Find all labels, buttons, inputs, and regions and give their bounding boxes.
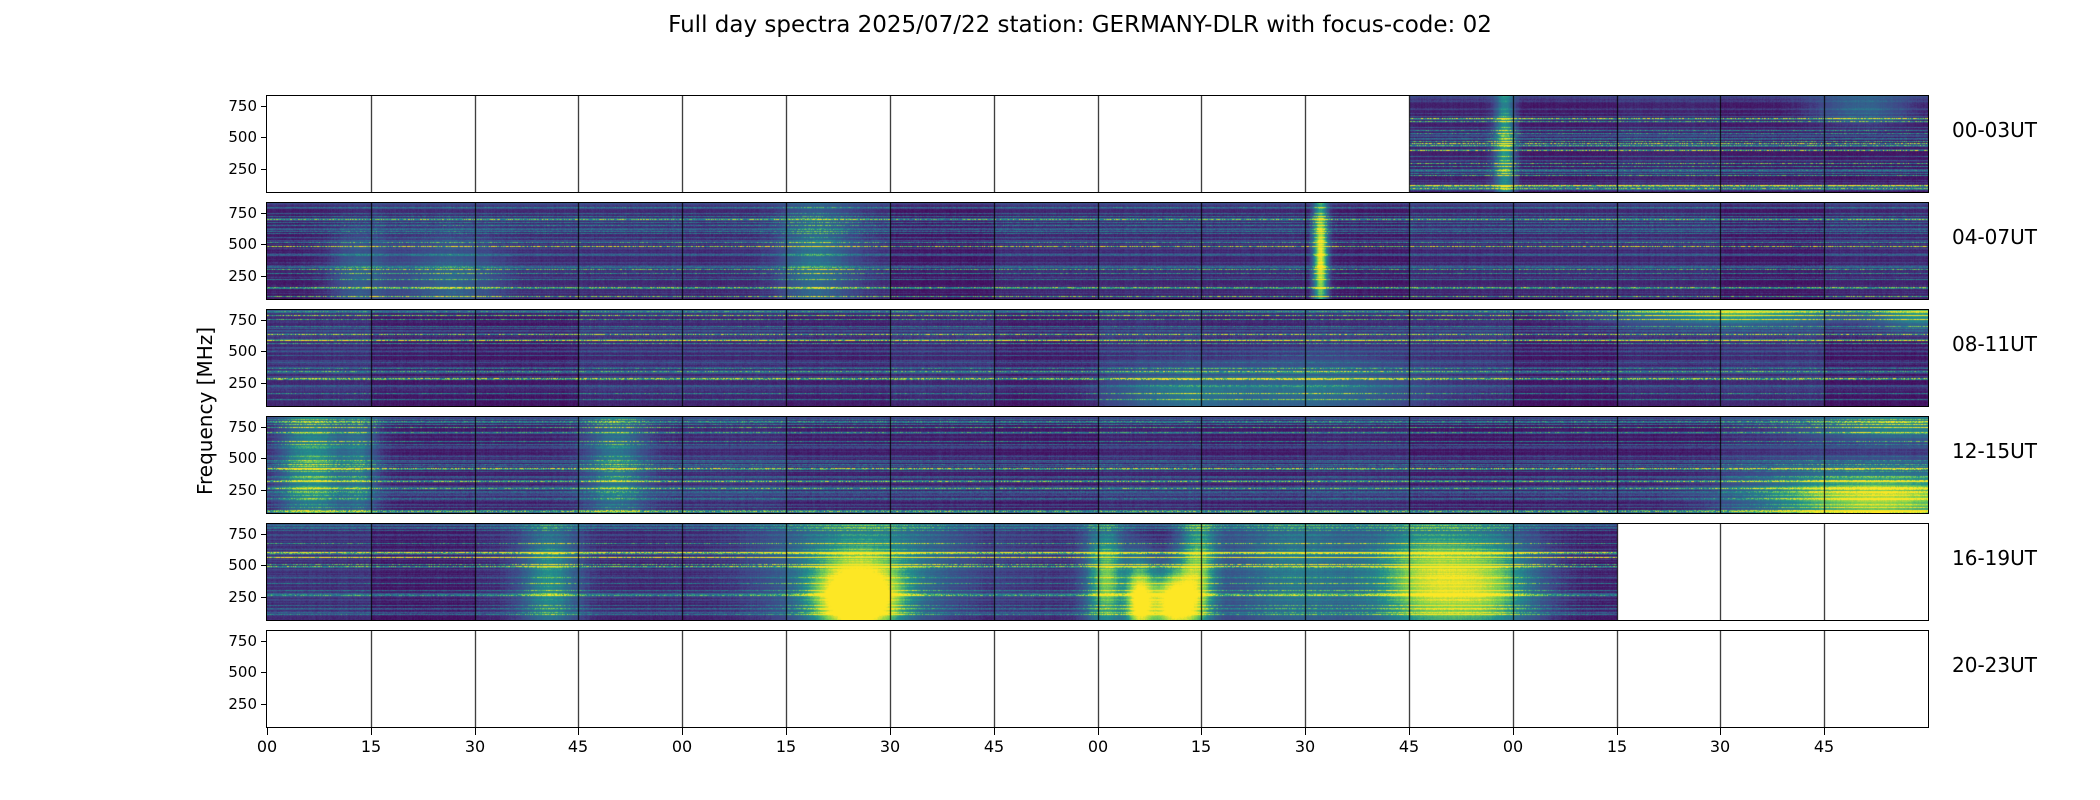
y-tick-label: 250 xyxy=(228,694,257,713)
y-tick-label: 500 xyxy=(228,449,257,468)
x-tick-label: 15 xyxy=(360,737,382,756)
x-tick-label: 30 xyxy=(879,737,901,756)
x-tick-mark xyxy=(994,728,995,735)
spectrogram-canvas-5 xyxy=(266,630,1929,728)
x-tick-label: 00 xyxy=(256,737,278,756)
x-tick-mark xyxy=(1513,728,1514,735)
x-tick-label: 15 xyxy=(1190,737,1212,756)
y-tick-label: 750 xyxy=(228,631,257,650)
x-tick-label: 45 xyxy=(1398,737,1420,756)
x-tick-mark xyxy=(475,728,476,735)
y-tick-label: 500 xyxy=(228,342,257,361)
y-tick-mark xyxy=(261,672,267,673)
y-tick-mark xyxy=(261,137,267,138)
x-tick-mark xyxy=(578,728,579,735)
y-tick-label: 500 xyxy=(228,235,257,254)
x-tick-mark xyxy=(786,728,787,735)
y-tick-label: 500 xyxy=(228,556,257,575)
y-tick-label: 750 xyxy=(228,96,257,115)
spectrogram-canvas-0 xyxy=(266,95,1929,193)
x-tick-mark xyxy=(267,728,268,735)
y-tick-label: 500 xyxy=(228,128,257,147)
x-tick-label: 30 xyxy=(1294,737,1316,756)
x-tick-mark xyxy=(1720,728,1721,735)
row-time-label: 00-03UT xyxy=(1952,117,2037,142)
x-tick-mark xyxy=(1098,728,1099,735)
row-time-label: 12-15UT xyxy=(1952,438,2037,463)
y-tick-mark xyxy=(261,458,267,459)
x-tick-mark xyxy=(1201,728,1202,735)
y-tick-mark xyxy=(261,704,267,705)
x-tick-mark xyxy=(890,728,891,735)
y-tick-mark xyxy=(261,490,267,491)
x-tick-label: 00 xyxy=(1502,737,1524,756)
spectrogram-panel-3: 750 500 250 12-15UT xyxy=(228,416,2037,514)
x-tick-label: 00 xyxy=(1087,737,1109,756)
y-tick-mark xyxy=(261,534,267,535)
row-time-label: 04-07UT xyxy=(1952,224,2037,249)
y-tick-label: 250 xyxy=(228,159,257,178)
spectrogram-panel-5: 750 500 250 20-23UT xyxy=(228,630,2037,728)
spectrogram-panel-2: 750 500 250 08-11UT xyxy=(228,309,2037,407)
y-tick-mark xyxy=(261,106,267,107)
x-tick-mark xyxy=(682,728,683,735)
y-tick-label: 250 xyxy=(228,480,257,499)
row-time-label: 16-19UT xyxy=(1952,545,2037,570)
y-tick-label: 750 xyxy=(228,203,257,222)
row-time-label: 08-11UT xyxy=(1952,331,2037,356)
figure-title: Full day spectra 2025/07/22 station: GER… xyxy=(668,12,1492,38)
y-tick-mark xyxy=(261,276,267,277)
y-tick-label: 250 xyxy=(228,373,257,392)
y-tick-mark xyxy=(261,427,267,428)
spectrogram-panel-1: 750 500 250 04-07UT xyxy=(228,202,2037,300)
y-tick-mark xyxy=(261,641,267,642)
y-tick-mark xyxy=(261,169,267,170)
y-tick-label: 750 xyxy=(228,417,257,436)
y-tick-mark xyxy=(261,351,267,352)
y-tick-mark xyxy=(261,565,267,566)
x-tick-label: 30 xyxy=(464,737,486,756)
y-tick-mark xyxy=(261,213,267,214)
y-tick-mark xyxy=(261,597,267,598)
x-tick-label: 45 xyxy=(567,737,589,756)
y-tick-mark xyxy=(261,320,267,321)
spectrogram-canvas-4 xyxy=(266,523,1929,621)
x-tick-mark xyxy=(1617,728,1618,735)
x-tick-label: 30 xyxy=(1709,737,1731,756)
x-tick-label: 15 xyxy=(775,737,797,756)
y-tick-label: 500 xyxy=(228,663,257,682)
y-tick-mark xyxy=(261,383,267,384)
spectrogram-panel-0: 750 500 250 00-03UT xyxy=(228,95,2037,193)
spectrogram-canvas-1 xyxy=(266,202,1929,300)
x-tick-mark xyxy=(371,728,372,735)
x-tick-label: 45 xyxy=(983,737,1005,756)
y-tick-label: 250 xyxy=(228,266,257,285)
y-axis-label: Frequency [MHz] xyxy=(193,326,217,496)
spectrogram-panel-4: 750 500 250 16-19UT xyxy=(228,523,2037,621)
y-tick-mark xyxy=(261,244,267,245)
spectrogram-canvas-3 xyxy=(266,416,1929,514)
x-tick-mark xyxy=(1409,728,1410,735)
x-tick-mark xyxy=(1305,728,1306,735)
y-tick-label: 750 xyxy=(228,524,257,543)
x-tick-label: 15 xyxy=(1606,737,1628,756)
x-tick-label: 00 xyxy=(671,737,693,756)
y-tick-label: 750 xyxy=(228,310,257,329)
x-tick-mark xyxy=(1824,728,1825,735)
spectrogram-canvas-2 xyxy=(266,309,1929,407)
y-tick-label: 250 xyxy=(228,587,257,606)
row-time-label: 20-23UT xyxy=(1952,652,2037,677)
x-tick-label: 45 xyxy=(1813,737,1835,756)
